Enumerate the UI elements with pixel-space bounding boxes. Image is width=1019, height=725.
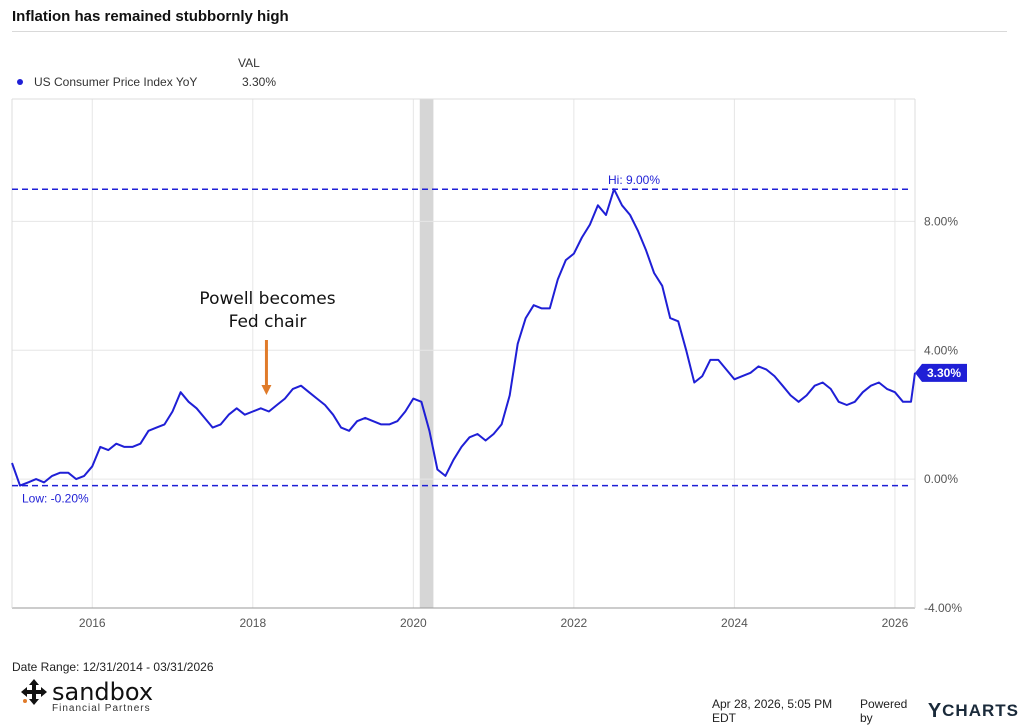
x-tick-label: 2018 bbox=[239, 616, 266, 630]
ycharts-logo[interactable]: Y CHARTS bbox=[928, 700, 1019, 723]
sandbox-logo: sandbox Financial Partners bbox=[20, 678, 154, 714]
recession-band bbox=[419, 99, 434, 608]
x-tick-label: 2016 bbox=[79, 616, 106, 630]
annotation-line-2: Fed chair bbox=[228, 312, 307, 332]
crosshair-arrows-icon bbox=[21, 679, 47, 705]
annotation-arrow-head bbox=[261, 385, 272, 395]
legend-value-header: VAL bbox=[238, 56, 260, 70]
x-tick-label: 2026 bbox=[882, 616, 909, 630]
x-tick-label: 2022 bbox=[561, 616, 588, 630]
logo-wordmark: sandbox bbox=[52, 678, 154, 706]
legend-dot-icon bbox=[17, 79, 23, 85]
title-divider bbox=[12, 31, 1007, 32]
date-range: Date Range: 12/31/2014 - 03/31/2026 bbox=[12, 660, 214, 674]
hi-label: Hi: 9.00% bbox=[608, 173, 660, 187]
logo-subtitle: Financial Partners bbox=[52, 703, 151, 714]
y-tick-label: 4.00% bbox=[924, 343, 958, 357]
y-tick-label: -4.00% bbox=[924, 601, 962, 615]
last-value-label: 3.30% bbox=[927, 366, 961, 380]
y-tick-label: 8.00% bbox=[924, 214, 958, 228]
timestamp: Apr 28, 2026, 5:05 PM EDT bbox=[712, 697, 833, 725]
ycharts-wordmark: CHARTS bbox=[942, 701, 1019, 720]
x-tick-label: 2024 bbox=[721, 616, 748, 630]
last-value-tag bbox=[915, 363, 967, 382]
annotation-line-1: Powell becomes bbox=[199, 289, 336, 309]
low-label: Low: -0.20% bbox=[22, 492, 89, 506]
x-tick-label: 2020 bbox=[400, 616, 427, 630]
chart-title: Inflation has remained stubbornly high bbox=[12, 8, 289, 25]
y-tick-label: 0.00% bbox=[924, 472, 958, 486]
legend-item[interactable]: US Consumer Price Index YoY bbox=[17, 75, 197, 89]
legend-series-label: US Consumer Price Index YoY bbox=[34, 75, 198, 89]
legend-series-value: 3.30% bbox=[242, 75, 277, 89]
footer-attribution: Apr 28, 2026, 5:05 PM EDT Powered by Y CH… bbox=[712, 697, 1019, 725]
annotation-text: Powell becomes Fed chair bbox=[190, 288, 345, 334]
line-chart[interactable]: 2016 2018 2020 2022 2024 2026 -4.00% 0.00% 4.00%… bbox=[0, 0, 1019, 660]
ycharts-y-mark: Y bbox=[927, 699, 943, 722]
powered-by-text: Powered by bbox=[859, 697, 908, 725]
cpi-yoy-series-line bbox=[11, 188, 916, 487]
